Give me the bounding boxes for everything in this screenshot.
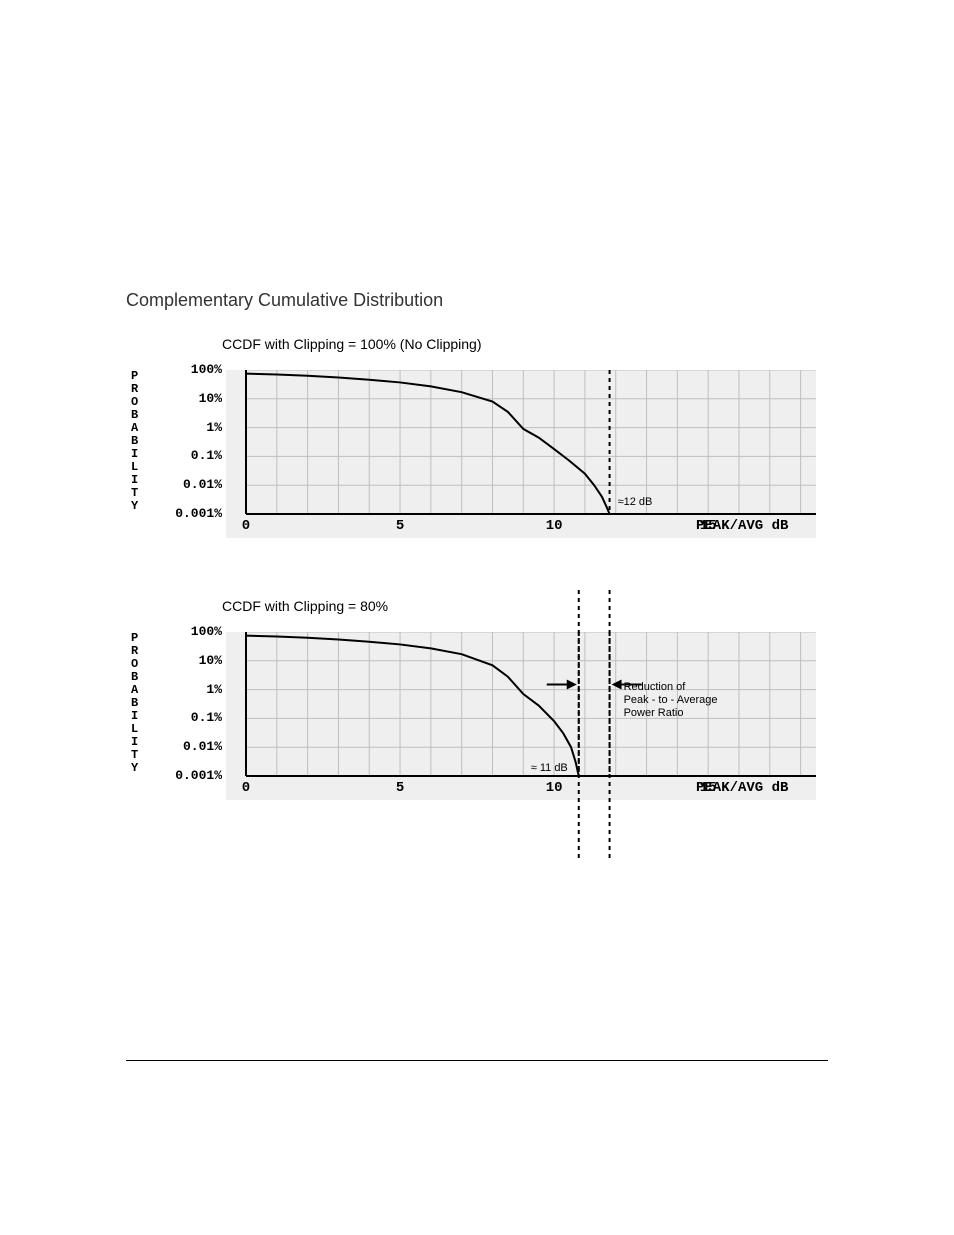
y-tick: 0.01% <box>162 739 222 754</box>
x-axis-label: PEAK/AVG dB <box>696 518 788 534</box>
page: Complementary Cumulative Distribution CC… <box>0 0 954 1235</box>
page-title: Complementary Cumulative Distribution <box>126 290 443 311</box>
y-tick: 0.001% <box>162 506 222 521</box>
y-tick: 1% <box>162 682 222 697</box>
chart1-title: CCDF with Clipping = 100% (No Clipping) <box>222 336 482 352</box>
ccdf-chart-80: PROBABILITY 100% 10% 1% 0.1% 0.01% 0.001% 0 5 10… <box>126 614 828 818</box>
y-axis-label: PROBABILITY <box>131 370 138 513</box>
x-tick: 0 <box>242 518 250 534</box>
reduction-label: Reduction ofPeak - to - AveragePower Rat… <box>624 681 718 720</box>
x-tick: 10 <box>546 780 563 796</box>
y-tick: 10% <box>162 391 222 406</box>
y-tick: 100% <box>162 624 222 639</box>
y-tick: 0.001% <box>162 768 222 783</box>
x-tick: 0 <box>242 780 250 796</box>
ccdf-chart-100: PROBABILITY 100% 10% 1% 0.1% 0.01% 0.001% 0 5 10… <box>126 352 828 556</box>
y-tick: 0.1% <box>162 448 222 463</box>
y-tick: 100% <box>162 362 222 377</box>
y-tick: 10% <box>162 653 222 668</box>
x-tick: 10 <box>546 518 563 534</box>
x-tick: 5 <box>396 780 404 796</box>
marker-label: ≈ 11 dB <box>531 762 568 775</box>
y-tick: 0.1% <box>162 710 222 725</box>
y-tick: 1% <box>162 420 222 435</box>
marker-label: ≈12 dB <box>618 496 653 509</box>
y-tick: 0.01% <box>162 477 222 492</box>
plot-area <box>226 632 816 800</box>
y-axis-label: PROBABILITY <box>131 632 138 775</box>
plot-area <box>226 370 816 538</box>
x-tick: 5 <box>396 518 404 534</box>
x-axis-label: PEAK/AVG dB <box>696 780 788 796</box>
footer-rule <box>126 1060 828 1061</box>
chart2-title: CCDF with Clipping = 80% <box>222 598 388 614</box>
